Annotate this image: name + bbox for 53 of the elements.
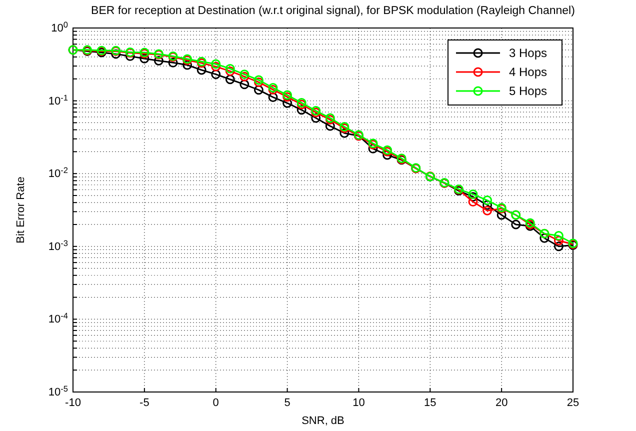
point — [140, 54, 150, 64]
point — [168, 58, 178, 68]
point — [111, 49, 121, 59]
point — [482, 206, 492, 216]
x-tick-label: 10 — [352, 396, 365, 409]
x-tick-label: 5 — [284, 396, 290, 409]
x-tick-label: 15 — [424, 396, 436, 409]
point — [254, 85, 264, 95]
x-axis-title: SNR, dB — [302, 415, 344, 427]
y-tick-label: 10$^{-2}$ — [48, 166, 68, 180]
point — [211, 59, 221, 69]
chart-title: BER for reception at Destination (w.r.t original signal), for BPSK modulation (Rayleigh Channel) — [91, 5, 576, 17]
point — [340, 128, 350, 138]
point — [240, 80, 250, 90]
point — [540, 233, 550, 243]
point — [482, 200, 492, 210]
point — [225, 64, 235, 74]
x-tick-label: 20 — [495, 396, 508, 409]
point — [554, 236, 564, 246]
point — [482, 196, 492, 206]
point — [225, 74, 235, 84]
point — [311, 113, 321, 123]
point — [511, 220, 521, 230]
y-tick-label: 10$^{-4}$ — [48, 311, 68, 326]
point — [282, 98, 292, 108]
x-tick-label: -10 — [65, 396, 81, 409]
x-tick-label: 25 — [566, 396, 580, 409]
legend-label: 4 Hops — [509, 65, 548, 79]
y-tick-label: 10$^{-5}$ — [48, 384, 68, 399]
y-tick-label: 10$^{-3}$ — [48, 238, 68, 253]
point — [211, 62, 221, 72]
point — [296, 105, 306, 115]
x-tick-label: -5 — [140, 396, 150, 409]
point — [468, 192, 478, 202]
point — [554, 242, 564, 252]
point — [125, 51, 135, 61]
point — [154, 56, 164, 66]
legend-label: 5 Hops — [509, 84, 548, 98]
point — [468, 197, 478, 207]
legend-label: 3 Hops — [509, 46, 548, 60]
point — [496, 210, 506, 220]
x-tick-label: 0 — [212, 396, 219, 409]
point — [268, 92, 278, 102]
point — [468, 190, 478, 200]
point — [554, 231, 564, 240]
y-tick-label: 10$^{0}$ — [51, 20, 68, 35]
y-axis-title: Bit Error Rate — [15, 176, 27, 244]
y-tick-label: 10$^{-1}$ — [48, 92, 68, 108]
point — [211, 70, 221, 80]
point — [182, 60, 192, 70]
point — [196, 65, 206, 75]
point — [325, 121, 335, 131]
point — [225, 66, 235, 76]
